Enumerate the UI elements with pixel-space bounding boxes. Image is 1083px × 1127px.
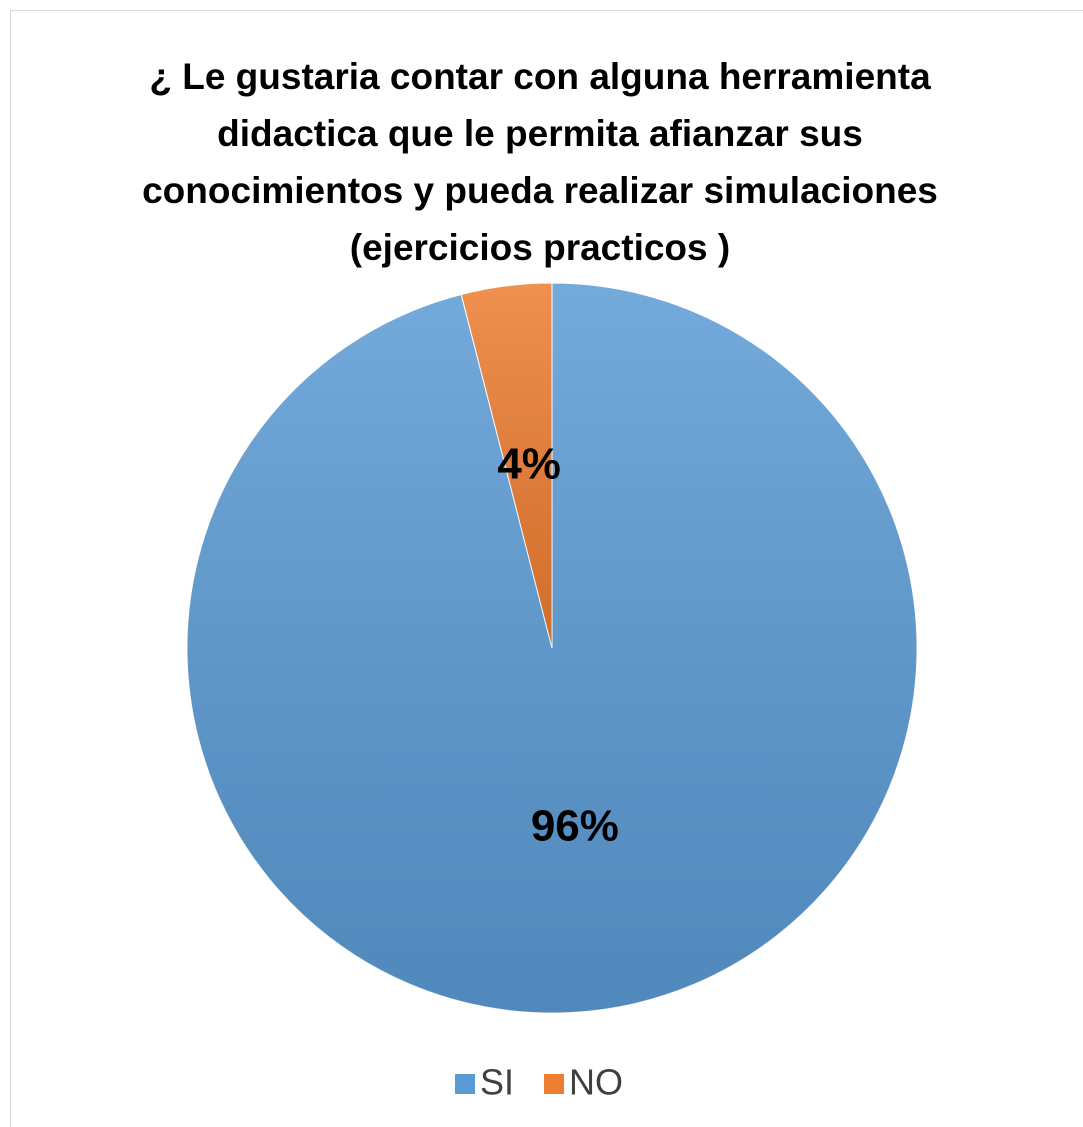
legend-swatch [455, 1074, 475, 1094]
legend-label: NO [569, 1062, 623, 1103]
legend-swatch [544, 1074, 565, 1094]
chart-border [10, 10, 1083, 1127]
legend-label: SI [480, 1062, 514, 1103]
chart-title: ¿ Le gustaria contar con alguna herramie… [142, 56, 938, 268]
data-label: 4% [497, 440, 561, 489]
data-label: 96% [531, 802, 619, 851]
